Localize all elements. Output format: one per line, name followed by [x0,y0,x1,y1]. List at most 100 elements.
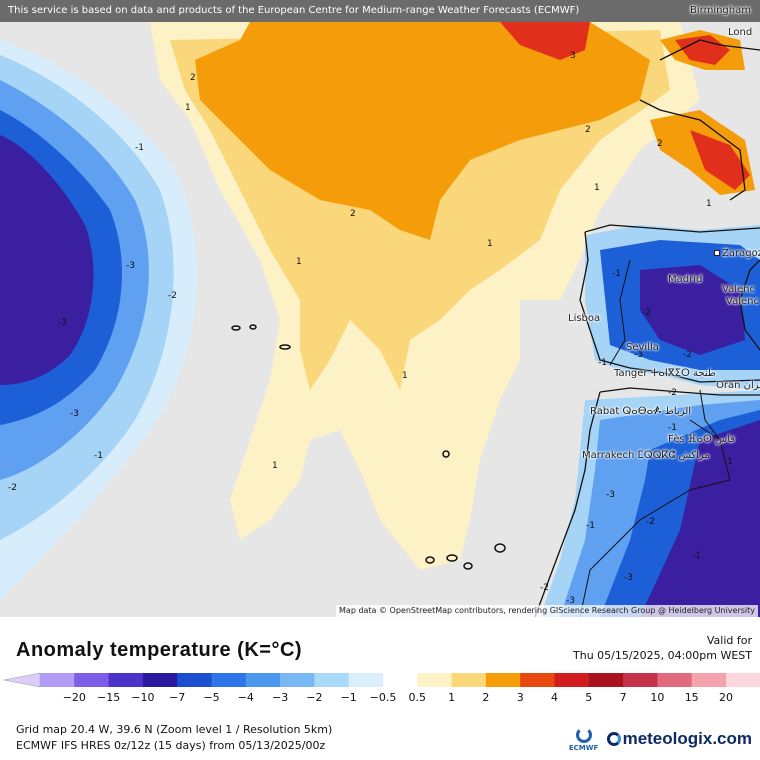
map-attribution[interactable]: Map data © OpenStreetMap contributors, r… [336,605,758,617]
contour-label: -2 [540,583,549,593]
contour-label: 2 [585,125,591,135]
scale-swatch [383,673,418,687]
city-label-zaragoza[interactable]: Zaragoza [714,248,760,259]
contour-label: -3 [634,350,643,360]
city-label-text: Marrakech ⵎⵕⵕⴽⵛ مراكش [582,450,710,461]
scale-tick-label: −1 [341,691,357,704]
contour-label: -3 [58,318,67,328]
scale-tick-label: 3 [517,691,524,704]
scale-tick-label: 4 [551,691,558,704]
scale-swatch [520,673,555,687]
scale-swatch [691,673,727,687]
city-label-rabat[interactable]: Rabat ⵕⴰⴱⴰⶍ الرباط [590,405,691,418]
city-label-sevilla[interactable]: Sevilla [626,342,659,353]
contour-label: -2 [8,483,17,493]
city-label-lisboa[interactable]: Lisboa [568,313,600,324]
meteologix-brand-text: meteologix.com [622,729,752,748]
contour-label: 1 [706,199,712,209]
contour-labels: 2 1 3 2 2 2 -1 -3 -2 -3 -3 -1 -2 1 1 1 1 1 1 -1 -2 -1 -3 -2 -2 -1… [8,51,733,606]
contour-label: 2 [657,139,663,149]
contour-label: -2 [168,291,177,301]
city-label-oran[interactable]: Oran وهران [716,380,760,391]
scale-swatch [74,673,110,687]
city-label-text: Rabat ⵕⴰⴱⴰⶍ الرباط [590,406,692,417]
scale-swatch [40,673,75,687]
ecmwf-logo-text: ECMWF [568,743,599,752]
meteologix-logo[interactable]: meteologix.com [606,729,752,749]
city-label-text: Tanger ⵜⴰⵏⴳⵉⵔ طنجة [614,368,716,379]
scale-swatch [554,673,590,687]
city-label-text: Lisboa [568,313,601,324]
contour-label: 1 [402,371,408,381]
contour-label: -1 [612,269,621,279]
city-marker-icon [714,250,720,256]
scale-tick-label: 15 [685,691,699,704]
scale-tick-label: 7 [620,691,627,704]
data-notice-text: This service is based on data and produc… [8,5,580,16]
scale-tick-label: −15 [97,691,120,704]
scale-swatch [108,673,144,687]
scale-tick-label: −2 [306,691,322,704]
data-notice-bar: This service is based on data and produc… [0,0,760,22]
scale-swatch [177,673,212,687]
city-label-text: Lond [728,27,753,38]
scale-swatch [348,673,384,687]
contour-label: 1 [296,257,302,267]
contour-label: -1 [135,143,144,153]
legend-title: Anomaly temperature (K=°C) [16,639,303,661]
city-label-text: Oran وهران [716,380,760,391]
contour-label: -2 [668,388,677,398]
contour-label: -3 [126,261,135,271]
scale-swatch [314,673,350,687]
city-label-valencia-2[interactable]: Valenc [726,296,759,307]
scale-swatch [142,673,178,687]
city-label-birmingham[interactable]: Birmingham [690,5,751,16]
contour-label: -2 [683,350,692,360]
scale-tick-label: 0.5 [409,691,427,704]
scale-tick-label: −4 [238,691,254,704]
scale-swatch [280,673,315,687]
contour-label: -1 [94,451,103,461]
city-label-fes[interactable]: Fès ⴼⴰⵙ فاس [668,434,735,445]
city-label-marrakech[interactable]: Marrakech ⵎⵕⵕⴽⵛ مراكش [582,450,710,461]
city-label-tanger[interactable]: Tanger ⵜⴰⵏⴳⵉⵔ طنجة [614,368,716,379]
city-label-text: Birmingham [690,5,751,16]
scale-swatch [211,673,247,687]
valid-time-block: Valid for Thu 05/15/2025, 04:00pm WEST [573,633,752,663]
scale-tick-label: 2 [482,691,489,704]
model-info: ECMWF IFS HRES 0z/12z (15 days) from 05/… [16,739,326,752]
city-label-madrid[interactable]: Madrid [668,274,702,285]
contour-label: 1 [272,461,278,471]
scale-tick-label: −5 [203,691,219,704]
contour-label: 3 [570,51,576,61]
legend-panel: Anomaly temperature (K=°C) Valid for Thu… [0,617,760,760]
city-label-valencia-1[interactable]: Valenc [722,284,755,295]
city-label-text: Fès ⴼⴰⵙ فاس [668,434,736,445]
scale-swatch [417,673,453,687]
scale-swatch [657,673,693,687]
meteologix-logo-icon [606,732,621,746]
contour-label: -1 [668,423,677,433]
contour-label: 1 [185,103,191,113]
map-view[interactable]: 2 1 3 2 2 2 -1 -3 -2 -3 -3 -1 -2 1 1 1 1 1 1 -1 -2 -1 -3 -2 -2 -1… [0,0,760,617]
scale-min-arrow [3,672,41,688]
contour-label: -2 [642,308,651,318]
scale-tick-label: 10 [650,691,664,704]
city-label-text: Madrid [668,274,703,285]
scale-swatch [451,673,487,687]
valid-time: Thu 05/15/2025, 04:00pm WEST [573,649,752,662]
contour-label: 1 [487,239,493,249]
scale-tick-label: 1 [448,691,455,704]
contour-label: -1 [598,358,607,368]
city-label-text: Sevilla [626,342,659,353]
city-label-london[interactable]: Lond [728,27,752,38]
scale-swatch [623,673,658,687]
contour-label: -1 [724,457,733,467]
brand-logos: ECMWF meteologix.com [567,721,752,757]
contour-label: 2 [190,73,196,83]
scale-tick-label: −10 [131,691,154,704]
grid-info: Grid map 20.4 W, 39.6 N (Zoom level 1 / … [16,723,333,736]
contour-label: -3 [566,596,575,606]
scale-swatch [485,673,521,687]
